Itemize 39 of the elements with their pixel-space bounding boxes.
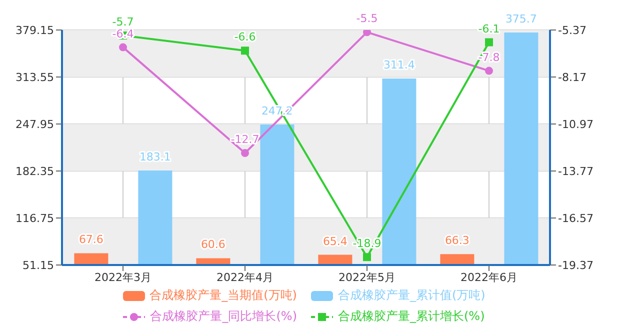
x-tick-label: 2022年5月	[338, 270, 396, 284]
x-tick-label: 2022年4月	[216, 270, 274, 284]
point	[241, 46, 249, 55]
data-label: 183.1	[139, 150, 171, 164]
data-label: -5.7	[112, 16, 134, 29]
y-tick-label: 247.95	[16, 118, 54, 131]
data-label: -5.5	[356, 12, 378, 26]
y-tick-label: 182.35	[16, 164, 54, 178]
point	[241, 149, 249, 158]
data-label: 67.6	[78, 233, 104, 246]
legend-label: 合成橡胶产量_累计增长(%)	[338, 308, 485, 325]
point	[363, 253, 371, 262]
y-tick-label: 51.15	[22, 258, 54, 272]
point	[485, 38, 493, 46]
data-label: -6.1	[478, 22, 500, 36]
legend-label: 合成橡胶产量_累计值(万吨)	[338, 287, 486, 304]
y2-tick-label: -10.97	[558, 118, 594, 131]
y2-tick-label: -16.57	[558, 212, 594, 225]
data-label: 65.4	[322, 234, 348, 248]
y-tick-label: 313.55	[16, 70, 54, 84]
point	[485, 66, 493, 75]
data-label: 311.4	[383, 58, 415, 72]
y-tick-label: 379.15	[16, 24, 54, 37]
point	[119, 43, 127, 52]
point	[363, 30, 371, 36]
y2-tick-label: -19.37	[558, 258, 594, 272]
y2-tick-label: -5.37	[558, 24, 586, 37]
legend-label: 合成橡胶产量_同比增长(%)	[150, 308, 297, 325]
x-tick-label: 2022年6月	[460, 270, 518, 284]
y2-tick-label: -8.17	[558, 70, 586, 84]
data-label: -12.7	[230, 133, 260, 146]
data-label: 375.7	[505, 12, 537, 26]
y2-tick-label: -13.77	[558, 164, 594, 178]
data-label: 60.6	[200, 238, 226, 252]
data-label: -6.6	[234, 30, 256, 44]
legend-label: 合成橡胶产量_当期值(万吨)	[150, 287, 297, 304]
x-tick-label: 2022年3月	[94, 270, 152, 284]
data-label: 66.3	[444, 234, 470, 248]
y-tick-label: 116.75	[16, 212, 54, 225]
